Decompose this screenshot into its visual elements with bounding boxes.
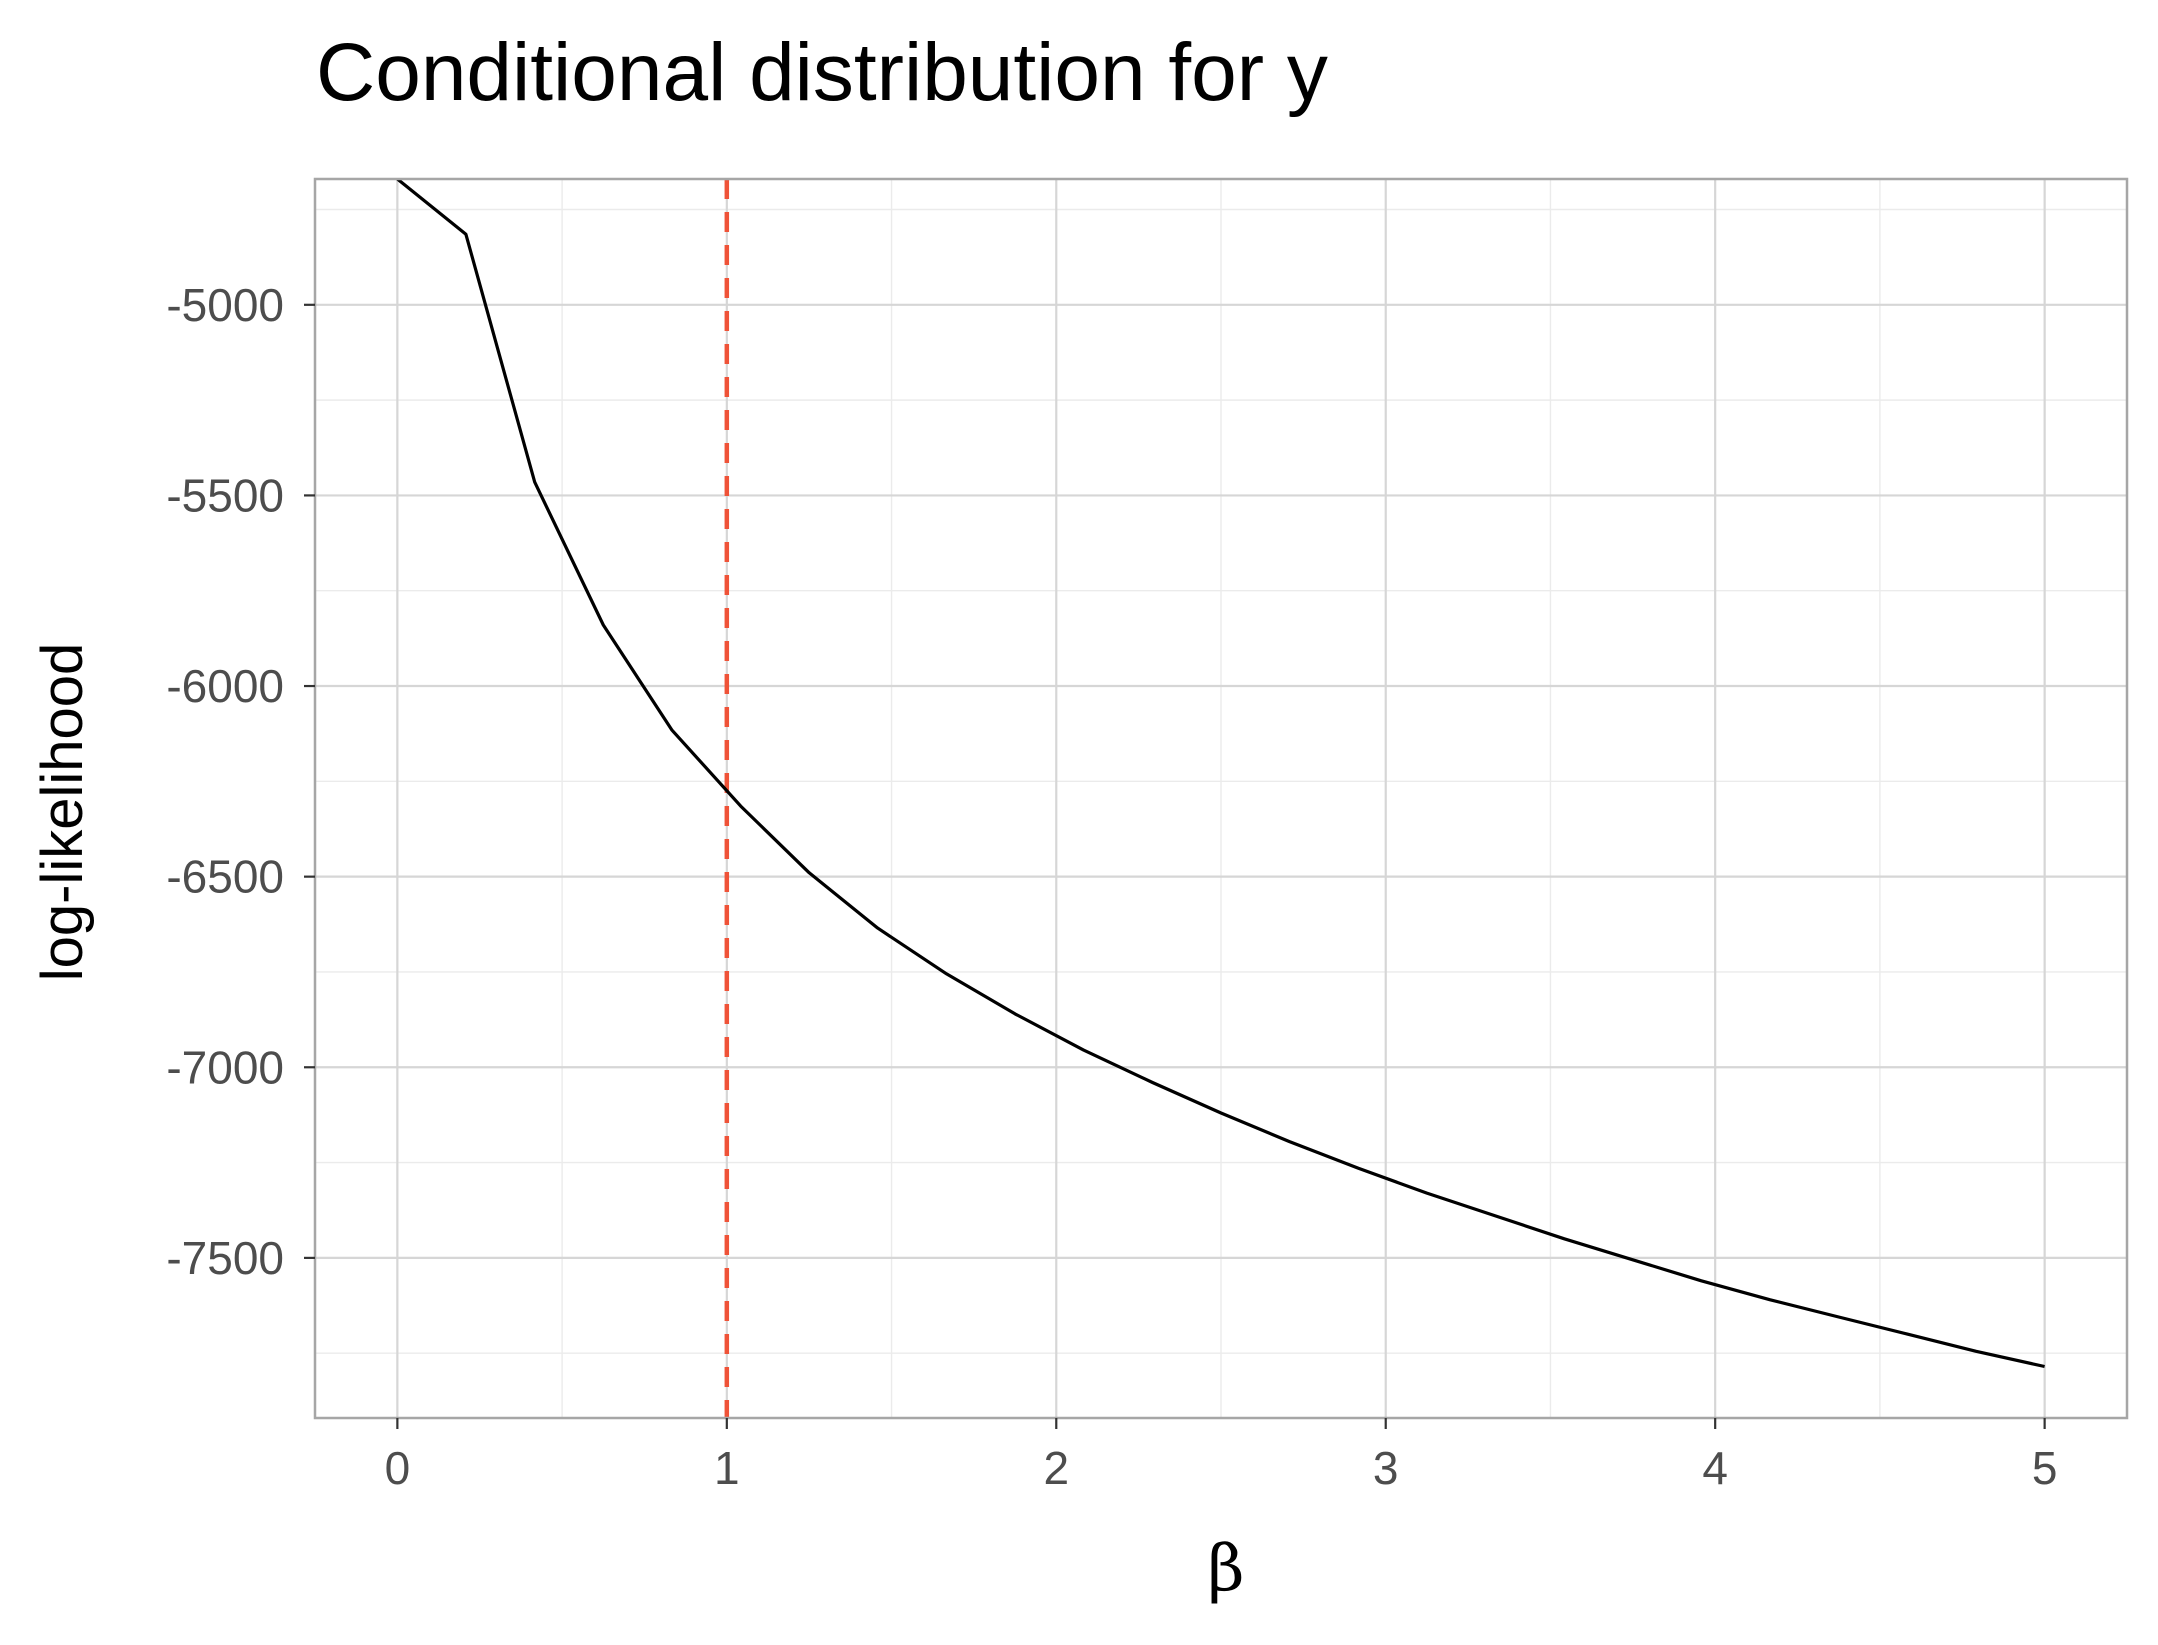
chart-title: Conditional distribution for y — [316, 27, 1328, 118]
y-tick-label: -5500 — [166, 469, 284, 521]
y-tick-label: -6500 — [166, 851, 284, 903]
x-tick-label: 2 — [1043, 1442, 1069, 1494]
x-tick-label: 4 — [1702, 1442, 1728, 1494]
y-tick-label: -7000 — [166, 1041, 284, 1093]
y-axis-ticks: -5000 -5500 -6000 -6500 -7000 -7500 — [166, 279, 315, 1284]
y-tick-label: -6000 — [166, 660, 284, 712]
x-tick-label: 5 — [2032, 1442, 2058, 1494]
plot-border — [313, 177, 2129, 1420]
series-line-0 — [396, 179, 2045, 1369]
series-layer — [396, 179, 2045, 1369]
x-tick-label: 3 — [1373, 1442, 1399, 1494]
x-axis-title: β — [1208, 1532, 1245, 1606]
y-tick-label: -5000 — [166, 279, 284, 331]
x-tick-label: 0 — [385, 1442, 411, 1494]
y-tick-label: -7500 — [166, 1232, 284, 1284]
x-axis-ticks: 0 1 2 3 4 5 — [385, 1418, 2058, 1494]
y-axis-title: log-likelihood — [30, 643, 95, 982]
minor-gridlines — [315, 179, 2127, 1418]
x-tick-label: 1 — [714, 1442, 740, 1494]
